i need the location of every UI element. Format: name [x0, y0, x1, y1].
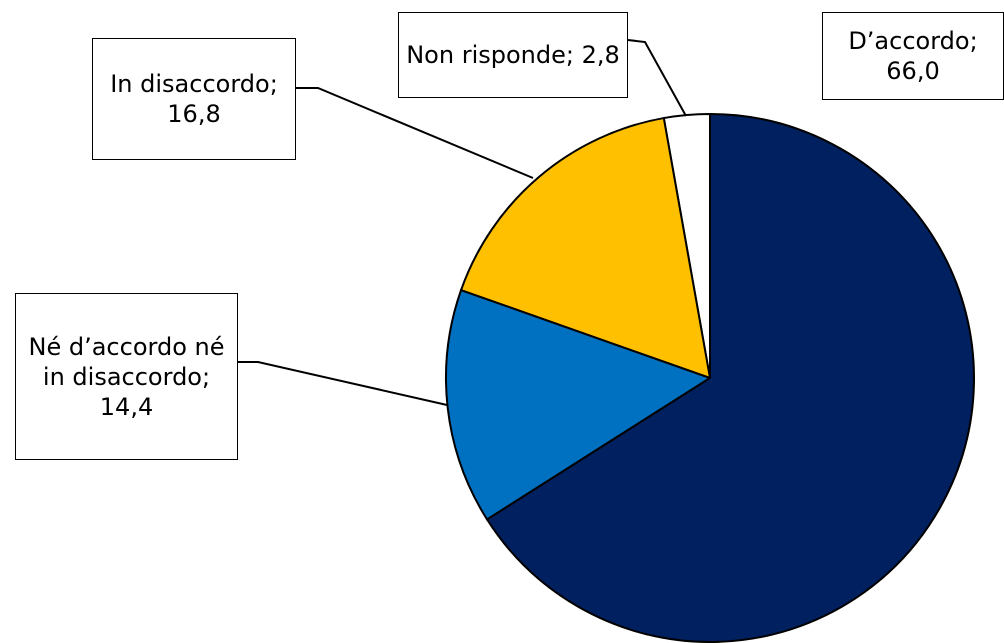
value-label: 16,8 — [167, 100, 221, 128]
label-separator: ; — [969, 27, 978, 55]
pie-slice — [485, 112, 975, 643]
data-label-text: In disaccordo; 16,8 — [99, 69, 289, 129]
category-name: Né d’accordo né in disaccordo — [28, 332, 225, 391]
label-separator: ; — [565, 41, 574, 69]
data-label: D’accordo; 66,0 — [822, 12, 1004, 100]
data-label: In disaccordo; 16,8 — [92, 38, 296, 160]
category-name: Non risponde — [406, 41, 566, 69]
leader-line — [627, 39, 687, 117]
value-label: 14,4 — [99, 392, 154, 421]
value-label: 66,0 — [886, 57, 940, 85]
data-label-text: Né d’accordo né in disaccordo; 14,4 — [22, 332, 231, 422]
leader-line — [238, 361, 448, 406]
value-label: 2,8 — [581, 41, 620, 69]
leader-lines — [238, 39, 687, 406]
category-name: In disaccordo — [110, 70, 270, 98]
category-name: D’accordo — [848, 27, 970, 55]
data-label: Non risponde; 2,8 — [398, 12, 628, 98]
pie-slice — [459, 116, 712, 380]
data-label-text: D’accordo; 66,0 — [829, 26, 997, 86]
data-label-text: Non risponde; 2,8 — [406, 40, 620, 70]
pie-slice — [445, 288, 713, 521]
data-label: Né d’accordo né in disaccordo; 14,4 — [15, 293, 238, 460]
leader-line — [296, 87, 534, 179]
label-separator: ; — [201, 362, 211, 391]
label-separator: ; — [269, 70, 278, 98]
